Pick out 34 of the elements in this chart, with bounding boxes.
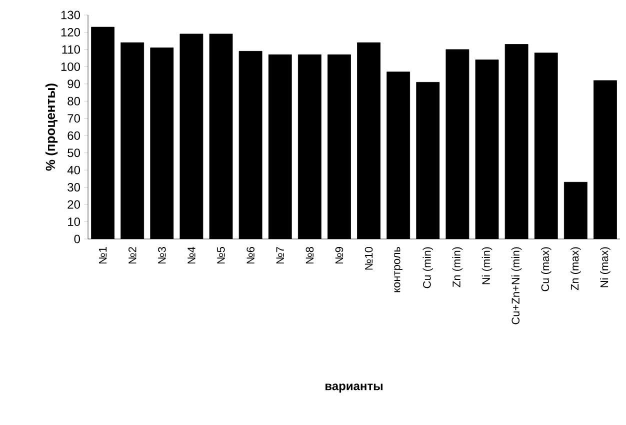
x-tick-label: Cu (min) (422, 247, 434, 288)
x-tick-label: Zn (max) (570, 247, 581, 290)
y-axis-title: % (проценты) (45, 84, 58, 171)
x-tick-label: контроль (394, 246, 402, 292)
x-tick-label: №6 (246, 247, 254, 264)
x-axis-title: варианты (326, 384, 382, 393)
x-tick-label: №3 (158, 247, 166, 264)
x-tick-label: №2 (128, 247, 136, 264)
x-tick-label: №9 (335, 247, 344, 264)
y-tick-label: 0 (74, 234, 80, 244)
y-tick-label: 130 (61, 10, 80, 20)
x-tick-label: Zn (min) (452, 247, 463, 288)
x-tick-label: Cu+Zn+Ni (min) (511, 247, 522, 324)
x-tick-label: №5 (217, 246, 225, 264)
y-tick-label: 90 (68, 80, 80, 88)
y-tick-label: 60 (68, 131, 80, 140)
y-tick-label: 20 (68, 200, 80, 209)
x-tick-label: №10 (364, 246, 373, 270)
y-tick-label: 100 (61, 62, 80, 71)
y-tick-label: 110 (62, 45, 80, 54)
x-tick-label: Cu (max) (540, 247, 552, 292)
y-tick-label: 30 (68, 183, 80, 192)
x-tick-label: Ni (max) (600, 247, 610, 288)
y-tick-label: 80 (68, 96, 80, 106)
y-tick-label: 40 (67, 166, 80, 174)
y-tick-label: 10 (68, 218, 80, 226)
x-tick-label: №4 (188, 246, 196, 264)
y-tick-label: 70 (68, 114, 80, 123)
x-tick-label: №7 (276, 247, 284, 264)
x-tick-label: Ni (min) (482, 247, 492, 284)
x-tick-label: №8 (306, 247, 314, 264)
y-tick-label: 120 (61, 28, 80, 36)
x-tick-label: №1 (99, 247, 107, 264)
y-tick-label: 50 (68, 148, 80, 158)
